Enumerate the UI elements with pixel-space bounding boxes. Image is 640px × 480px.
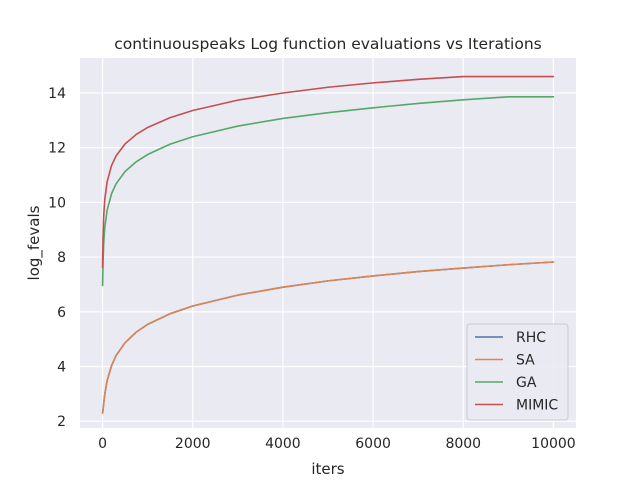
- y-axis-ticks: 2 4 6 8 10 12 14: [48, 86, 66, 430]
- series-line-ga: [101, 96, 555, 287]
- y-axis-label: log_fevals: [25, 205, 44, 280]
- legend-box: [466, 323, 569, 421]
- x-axis-label: iters: [311, 460, 344, 478]
- x-tick-label: 2000: [175, 436, 211, 452]
- y-tick-label: 6: [57, 305, 66, 321]
- series-line-sa: [101, 261, 555, 414]
- legend-label-rhc: RHC: [516, 330, 546, 346]
- x-tick-label: 4000: [265, 436, 301, 452]
- y-tick-label: 10: [48, 195, 66, 211]
- x-tick-label: 10000: [531, 436, 576, 452]
- series-line-mimic: [101, 75, 555, 269]
- y-tick-label: 12: [48, 141, 66, 157]
- series-lines: [101, 75, 555, 414]
- x-tick-label: 8000: [445, 436, 481, 452]
- y-tick-label: 14: [48, 86, 66, 102]
- legend: RHC SA GA MIMIC: [466, 323, 569, 421]
- legend-label-sa: SA: [516, 353, 535, 369]
- y-tick-label: 2: [57, 414, 66, 430]
- x-axis-ticks: 0 2000 4000 6000 8000 10000: [98, 436, 576, 452]
- y-tick-label: 4: [57, 359, 66, 375]
- legend-label-mimic: MIMIC: [516, 398, 558, 414]
- x-tick-label: 0: [98, 436, 107, 452]
- x-tick-label: 6000: [355, 436, 391, 452]
- y-tick-label: 8: [57, 250, 66, 266]
- legend-label-ga: GA: [516, 375, 537, 391]
- chart-title: continuouspeaks Log function evaluations…: [114, 35, 541, 53]
